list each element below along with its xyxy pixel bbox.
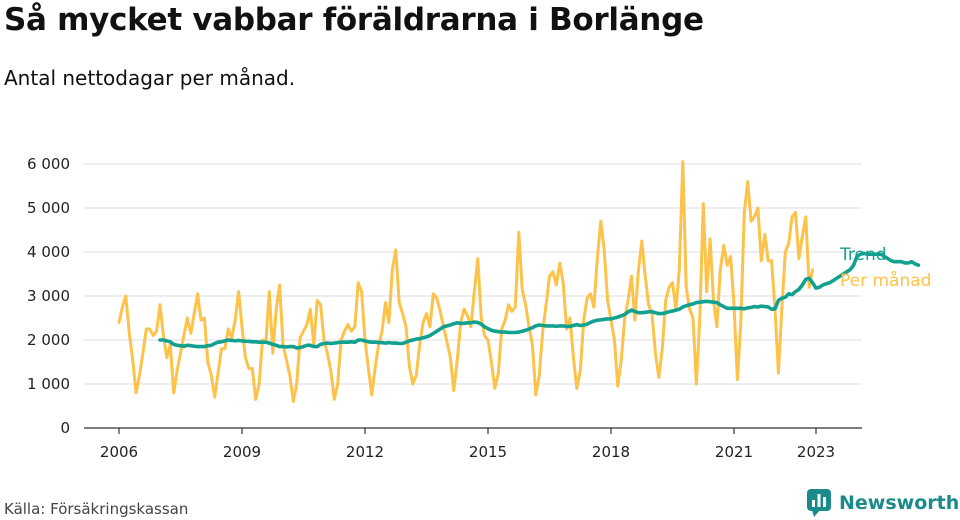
x-tick-label: 2012 <box>346 443 384 461</box>
y-tick-label: 1 000 <box>27 375 70 393</box>
bar-chart-logo-icon <box>807 489 831 517</box>
x-tick-label: 2023 <box>797 443 835 461</box>
y-tick-label: 4 000 <box>27 243 70 261</box>
y-tick-label: 5 000 <box>27 199 70 217</box>
y-tick-label: 6 000 <box>27 155 70 173</box>
brand-logo: Newsworthy <box>806 488 960 518</box>
x-tick-label: 2018 <box>592 443 630 461</box>
y-tick-label: 0 <box>60 419 70 437</box>
legend-label-trend: Trend <box>839 245 887 265</box>
y-tick-label: 3 000 <box>27 287 70 305</box>
x-tick-label: 2006 <box>100 443 138 461</box>
axes: 0 1 000 2 000 3 000 4 000 5 000 6 000 2006 2009 2… <box>27 155 862 461</box>
legend-label-per-manad: Per månad <box>840 270 931 291</box>
legend: Trend Per månad <box>839 245 931 291</box>
brand-name: Newsworthy <box>839 492 960 514</box>
series-line-per-manad <box>117 160 815 404</box>
x-tick-label: 2009 <box>223 443 261 461</box>
chart-subtitle: Antal nettodagar per månad. <box>4 66 296 90</box>
x-tick-label: 2021 <box>715 443 753 461</box>
series-line-trend <box>158 251 921 350</box>
x-tick-label: 2015 <box>469 443 507 461</box>
series-lines <box>117 160 921 404</box>
source-note: Källa: Försäkringskassan <box>4 500 189 518</box>
y-tick-label: 2 000 <box>27 331 70 349</box>
chart-title: Så mycket vabbar föräldrarna i Borlänge <box>4 2 704 38</box>
